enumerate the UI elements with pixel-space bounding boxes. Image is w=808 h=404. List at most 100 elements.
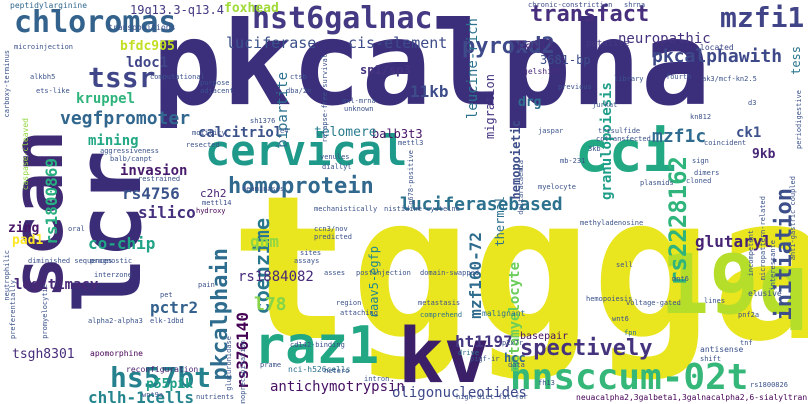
word-glucuronidase: glucuronidase	[225, 336, 233, 391]
word-mzfi1: mzfi1	[720, 1, 805, 34]
word-etslike: ets-like	[36, 87, 70, 95]
word-19q: 19q	[660, 238, 808, 333]
word-ck1: ck1	[736, 125, 762, 141]
word-tess: tess	[789, 46, 803, 75]
word-cervical: cervical	[205, 126, 408, 175]
word-malignant: malignant	[482, 309, 526, 318]
word-aggressiveness: aggressiveness	[100, 147, 160, 155]
word-predicted: predicted	[314, 233, 352, 241]
word-hcc: hcc	[504, 351, 526, 365]
word-fh13: fh13	[538, 379, 555, 387]
word-kv: kv	[398, 311, 490, 400]
word-neuacalpha: neuacalpha2,3galbeta1,3galnacalpha2,6-si…	[576, 393, 808, 402]
word-cci: cci	[575, 120, 677, 185]
word-calcitriol: calcitriol	[198, 125, 283, 141]
word-sign: sign	[692, 157, 709, 165]
word-pyroxd2: pyroxd2	[462, 34, 555, 59]
word-microinjection: microinjection	[14, 43, 74, 51]
word-luciferase: luciferase	[226, 34, 317, 52]
word-pigfir: pigf-ir	[470, 355, 500, 363]
word-adjacent: adjacent	[200, 87, 234, 95]
word-data: data	[508, 361, 525, 369]
word-reconfig: reconfiguration	[126, 365, 199, 374]
word-interzone: interzone	[94, 271, 132, 279]
word-pkcalpha: pkcalpha	[152, 0, 711, 132]
word-sh1376: sh1376	[250, 117, 276, 125]
word-pnf2a: pnf2a	[738, 311, 760, 319]
word-d3: d3	[748, 99, 757, 107]
word-tsgh8301: tsgh8301	[12, 347, 75, 362]
word-invasion: invasion	[120, 163, 188, 179]
word-resected: resected	[186, 141, 220, 149]
word-mining: mining	[88, 133, 139, 149]
word-c2h2: c2h2	[200, 187, 227, 200]
word-wnt6: wnt6	[612, 315, 629, 323]
word-cochip: co-chip	[88, 234, 156, 253]
word-restrained: restrained	[138, 175, 181, 183]
word-scan: scan	[0, 130, 79, 299]
word-nutrients: nutrients	[196, 393, 234, 401]
word-axlmrna: axl-mrna	[342, 97, 376, 105]
word-alpha2: alpha2-alpha3	[88, 317, 143, 325]
word-balb3t3: balb3t3	[372, 127, 423, 141]
word-pain: pain	[198, 281, 215, 289]
word-ctsb: ctsb	[290, 73, 307, 81]
word-pet: pet	[160, 291, 173, 299]
word-p55pik: p55pik	[146, 377, 193, 392]
word-elusive: elusive	[748, 289, 782, 298]
word-kruppel: kruppel	[76, 91, 136, 107]
word-telomere: telomere	[314, 125, 377, 140]
word-postinjection: postinjection	[356, 269, 411, 277]
word-dba2n: dba/2n	[286, 87, 312, 95]
word-drg: drg	[518, 95, 542, 110]
word-3kb: 3kb	[588, 145, 601, 153]
word-carboxyterminus: carboxy-terminus	[3, 50, 11, 118]
word-nistidine: nistidine-cysteine	[384, 205, 460, 213]
word-library: library	[614, 75, 644, 83]
word-rs2228162: rs2228162	[664, 156, 692, 287]
word-elk1dbd: elk-1dbd	[150, 317, 184, 325]
word-lines: lines	[704, 297, 726, 305]
word-prame: prame	[260, 361, 282, 369]
word-dimers: dimers	[694, 169, 720, 177]
word-neutrophilic: neutrophilic	[3, 250, 11, 301]
word-sell: sell	[616, 261, 633, 269]
word-hetero: hetero	[324, 367, 350, 375]
word-venules: venules	[320, 153, 350, 161]
word-putative: putative	[586, 39, 630, 49]
word-deaminases: deaminases	[242, 185, 285, 193]
word-luciferasebased: luciferasebased	[400, 194, 563, 215]
word-fpn: fpn	[624, 329, 637, 337]
word-legitimacy: legitimacy	[14, 277, 99, 293]
word-micropattern: micropattern-related	[759, 196, 767, 281]
word-cd142: cd142-binding	[290, 341, 345, 349]
word-attaching: attaching	[340, 309, 378, 317]
word-ldoc1: ldoc1	[126, 55, 169, 71]
word-g678: g678-positive	[407, 150, 415, 205]
word-hemopoiesis: hemopoiesis	[586, 295, 633, 303]
word-transpositions: transpositions	[108, 23, 176, 32]
word-trisulfide: trisulfide	[598, 127, 641, 135]
word-ak3mcfkn: ak3/mcf-kn2.5	[702, 75, 757, 83]
word-caspasecleaved: caspase-cleaved	[21, 118, 30, 191]
word-located: located	[700, 43, 734, 52]
word-assays: assays	[294, 257, 320, 265]
word-hydroxy: hydroxy	[196, 207, 226, 215]
word-tnf: tnf	[740, 339, 753, 347]
word-myelocyte: myelocyte	[538, 183, 576, 191]
word-diminished: diminished sequences	[28, 257, 113, 265]
word-19q13: 19q13.3-q13.4	[130, 3, 224, 17]
word-9kb: 9kb	[752, 147, 776, 162]
word-highdiet: high-diet-fat-for	[456, 393, 528, 401]
word-gnm: gnm	[250, 232, 279, 251]
word-jurkat: jurkat	[592, 101, 618, 109]
word-tssr: tssr	[88, 61, 156, 94]
word-p2x7r: p2x7r	[502, 339, 524, 347]
word-hst6galnac: hst6galnac	[252, 1, 433, 36]
word-deltaracaemia: deltaracaemia	[517, 160, 525, 215]
word-region: region	[336, 299, 362, 307]
word-sp1sp3: sp1/sp3	[360, 63, 411, 77]
word-padi1: padi1	[518, 37, 555, 51]
word-asses: asses	[324, 269, 346, 277]
word-pctr2: pctr2	[150, 298, 199, 317]
